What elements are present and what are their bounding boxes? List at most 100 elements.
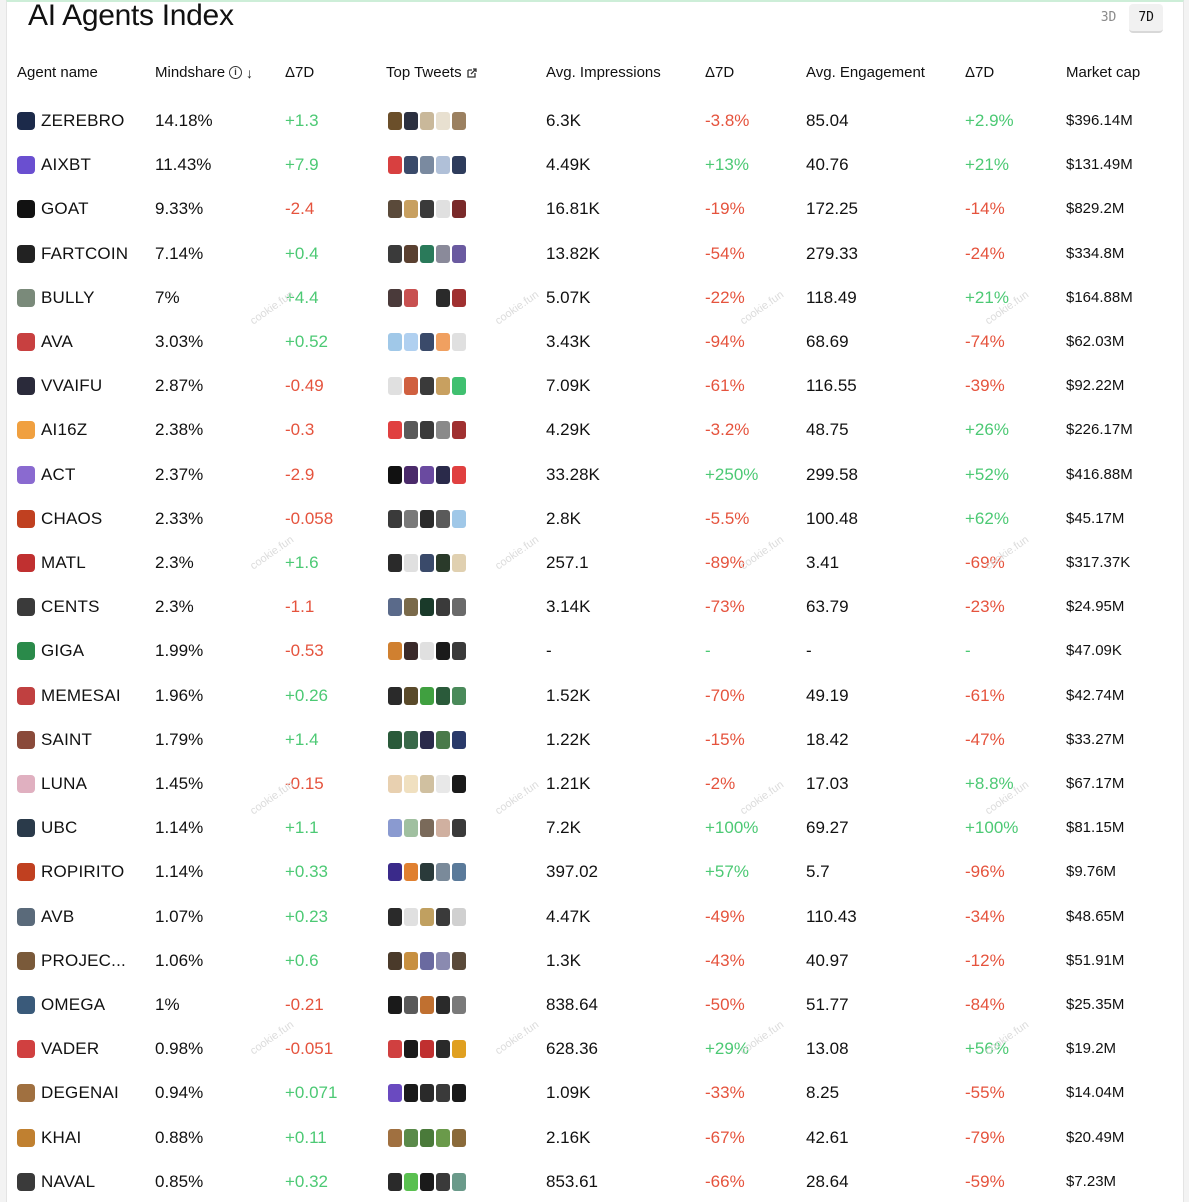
tweet-thumbnail[interactable] [435,729,451,750]
tweet-thumbnail[interactable] [403,1127,419,1148]
tweet-thumbnail[interactable] [451,376,467,397]
table-row[interactable]: FARTCOIN 7.14% +0.4 13.82K -54% 279.33 -… [7,232,1183,276]
tweet-thumbnail[interactable] [403,1083,419,1104]
agent-cell[interactable]: VADER [17,1027,99,1071]
table-row[interactable]: AI16Z 2.38% -0.3 4.29K -3.2% 48.75 +26% … [7,408,1183,452]
tweet-thumbnail[interactable] [451,464,467,485]
tweet-thumbnail[interactable] [403,597,419,618]
tweet-thumbnail[interactable] [435,1127,451,1148]
tweet-thumbnail[interactable] [419,818,435,839]
agent-cell[interactable]: UBC [17,806,78,850]
table-row[interactable]: AVA 3.03% +0.52 3.43K -94% 68.69 -74% $6… [7,320,1183,364]
table-row[interactable]: OMEGA 1% -0.21 838.64 -50% 51.77 -84% $2… [7,983,1183,1027]
tweet-thumbnail[interactable] [435,553,451,573]
tweet-thumbnail[interactable] [387,420,403,441]
table-row[interactable]: ZEREBRO 14.18% +1.3 6.3K -3.8% 85.04 +2.… [7,99,1183,143]
tweet-thumbnail[interactable] [419,1171,435,1192]
tweet-thumbnail[interactable] [403,243,419,264]
tweet-thumbnail[interactable] [403,287,419,308]
agent-name[interactable]: VVAIFU [41,376,103,396]
tweet-thumbnail[interactable] [435,597,451,618]
tweet-thumbnail[interactable] [435,995,451,1015]
tweet-thumbnail[interactable] [387,111,403,131]
header-agent-name[interactable]: Agent name [17,64,98,81]
tweet-thumbnail[interactable] [435,332,451,352]
tweet-thumbnail[interactable] [387,1039,403,1060]
agent-name[interactable]: UBC [41,818,78,838]
table-row[interactable]: LUNA 1.45% -0.15 1.21K -2% 17.03 +8.8% $… [7,762,1183,806]
tweet-thumbnail[interactable] [419,906,435,927]
tweet-thumbnail[interactable] [419,199,435,220]
tweet-thumbnail[interactable] [435,818,451,839]
tweet-thumbnail[interactable] [435,950,451,971]
tweet-thumbnail[interactable] [419,774,435,794]
tweet-thumbnail[interactable] [387,774,403,794]
table-row[interactable]: GOAT 9.33% -2.4 16.81K -19% 172.25 -14% … [7,187,1183,231]
tweet-thumbnail[interactable] [403,685,419,706]
tweet-thumbnail[interactable] [387,464,403,485]
agent-cell[interactable]: GIGA [17,629,84,673]
table-row[interactable]: CENTS 2.3% -1.1 3.14K -73% 63.79 -23% $2… [7,585,1183,629]
header-mindshare-delta[interactable]: Δ7D [285,64,314,81]
tweet-thumbnail[interactable] [435,464,451,485]
tweet-thumbnail[interactable] [419,464,435,485]
agent-cell[interactable]: PROJEC... [17,939,126,983]
tweet-thumbnail[interactable] [403,420,419,441]
agent-cell[interactable]: KHAI [17,1116,81,1160]
tweet-thumbnail[interactable] [387,287,403,308]
table-row[interactable]: NAVAL 0.85% +0.32 853.61 -66% 28.64 -59%… [7,1160,1183,1202]
agent-name[interactable]: GOAT [41,199,89,219]
tweet-thumbnail[interactable] [403,729,419,750]
tweet-thumbnail[interactable] [419,287,435,308]
tweet-thumbnail[interactable] [387,950,403,971]
tweet-thumbnail[interactable] [435,862,451,883]
header-engagement-delta[interactable]: Δ7D [965,64,994,81]
agent-cell[interactable]: FARTCOIN [17,232,128,276]
tweet-thumbnail[interactable] [387,376,403,397]
agent-name[interactable]: KHAI [41,1127,82,1147]
tweet-thumbnail[interactable] [435,641,451,662]
agent-name[interactable]: PROJEC... [41,950,126,970]
table-row[interactable]: VADER 0.98% -0.051 628.36 +29% 13.08 +56… [7,1027,1183,1071]
tweet-thumbnail[interactable] [387,862,403,883]
tweet-thumbnail[interactable] [387,1083,403,1104]
tweet-thumbnail[interactable] [387,685,403,706]
tweet-thumbnail[interactable] [387,199,403,220]
tweet-thumbnail[interactable] [435,111,451,131]
tweet-thumbnail[interactable] [419,862,435,883]
agent-cell[interactable]: ROPIRITO [17,850,124,894]
tweet-thumbnail[interactable] [387,818,403,839]
tweet-thumbnail[interactable] [403,464,419,485]
agent-name[interactable]: ACT [41,464,76,484]
tweet-thumbnail[interactable] [419,376,435,397]
header-avg-impressions[interactable]: Avg. Impressions [546,64,661,81]
tweet-thumbnail[interactable] [403,553,419,573]
tweet-thumbnail[interactable] [387,508,403,529]
tweet-thumbnail[interactable] [435,376,451,397]
tweet-thumbnail[interactable] [419,111,435,131]
tweet-thumbnail[interactable] [419,995,435,1015]
table-row[interactable]: AIXBT 11.43% +7.9 4.49K +13% 40.76 +21% … [7,143,1183,187]
tweet-thumbnail[interactable] [435,774,451,794]
tweet-thumbnail[interactable] [403,774,419,794]
tweet-thumbnail[interactable] [387,597,403,618]
table-row[interactable]: BULLY 7% +4.4 5.07K -22% 118.49 +21% $16… [7,276,1183,320]
tweet-thumbnail[interactable] [419,729,435,750]
tweet-thumbnail[interactable] [435,685,451,706]
agent-name[interactable]: AVB [41,906,75,926]
tweet-thumbnail[interactable] [435,906,451,927]
agent-name[interactable]: GIGA [41,641,85,661]
agent-cell[interactable]: NAVAL [17,1160,95,1202]
agent-cell[interactable]: GOAT [17,187,89,231]
tweet-thumbnail[interactable] [403,950,419,971]
tweet-thumbnail[interactable] [451,597,467,618]
table-row[interactable]: VVAIFU 2.87% -0.49 7.09K -61% 116.55 -39… [7,364,1183,408]
agent-name[interactable]: AIXBT [41,155,92,175]
tweet-thumbnail[interactable] [451,1039,467,1060]
tweet-thumbnail[interactable] [451,1171,467,1192]
tweet-thumbnail[interactable] [419,641,435,662]
table-row[interactable]: DEGENAI 0.94% +0.071 1.09K -33% 8.25 -55… [7,1071,1183,1115]
agent-cell[interactable]: VVAIFU [17,364,102,408]
agent-name[interactable]: ROPIRITO [41,862,125,882]
tweet-thumbnail[interactable] [419,1039,435,1060]
